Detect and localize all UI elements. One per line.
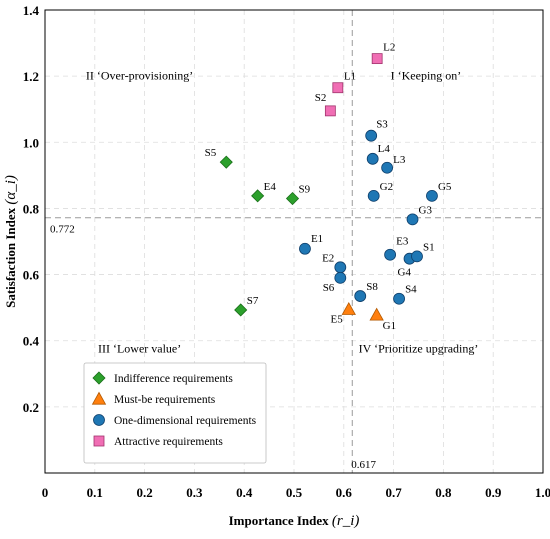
y-axis-title-text: Satisfaction Index bbox=[3, 205, 18, 308]
x-tick-label: 0.6 bbox=[336, 485, 353, 500]
y-axis-title: Satisfaction Index (α_i) bbox=[3, 175, 19, 308]
x-tick-label: 0.8 bbox=[435, 485, 452, 500]
y-tick-label: 1.4 bbox=[23, 3, 40, 18]
point-label-g3: G3 bbox=[419, 204, 433, 216]
tick-labels: 0 0.1 0.2 0.3 0.4 0.5 0.6 0.7 0.8 0.9 1.0 0.2 0.4 0.6… bbox=[23, 3, 550, 500]
point-label-e4: E4 bbox=[264, 181, 277, 193]
point-label-g2: G2 bbox=[380, 181, 393, 193]
legend-label: Must-be requirements bbox=[114, 394, 216, 406]
point-label-s3: S3 bbox=[376, 119, 388, 131]
quadrant-label: I ‘Keeping on’ bbox=[391, 68, 462, 82]
data-points bbox=[219, 53, 438, 321]
y-tick-label: 1.2 bbox=[23, 69, 39, 84]
point-label-l2: L2 bbox=[383, 42, 395, 54]
point-label-s2: S2 bbox=[315, 92, 327, 104]
x-tick-label: 0.4 bbox=[236, 485, 253, 500]
x-axis-title-text: Importance Index bbox=[229, 513, 332, 528]
point-label-s4: S4 bbox=[405, 284, 417, 296]
legend-marker-diamond bbox=[92, 371, 106, 385]
data-point-e3 bbox=[384, 248, 397, 261]
data-point-l1 bbox=[332, 82, 344, 94]
point-label-l3: L3 bbox=[393, 154, 406, 166]
x-tick-label: 0 bbox=[42, 485, 49, 500]
data-point-l4 bbox=[366, 152, 379, 165]
x-reference-label: 0.617 bbox=[351, 459, 376, 471]
legend-label: Attractive requirements bbox=[114, 436, 223, 448]
data-point-s7 bbox=[234, 303, 248, 317]
point-label-s8: S8 bbox=[366, 281, 378, 293]
quadrant-label: II ‘Over-provisioning’ bbox=[86, 68, 193, 82]
point-label-s7: S7 bbox=[247, 295, 259, 307]
data-point-s8 bbox=[354, 290, 367, 302]
x-tick-label: 0.5 bbox=[286, 485, 303, 500]
legend-marker-circle bbox=[93, 414, 105, 426]
point-label-s1: S1 bbox=[423, 241, 435, 253]
data-point-s6 bbox=[334, 271, 347, 284]
x-axis-symbol: (r_i) bbox=[332, 513, 360, 529]
y-reference-label: 0.772 bbox=[50, 224, 75, 236]
legend-marker-triangle bbox=[91, 391, 107, 405]
x-tick-label: 0.9 bbox=[485, 485, 502, 500]
y-tick-label: 1.0 bbox=[23, 135, 39, 150]
legend-label: Indifference requirements bbox=[114, 373, 233, 385]
data-point-e5 bbox=[341, 301, 356, 315]
legend-label: One-dimensional requirements bbox=[114, 415, 257, 427]
data-point-s2 bbox=[324, 105, 336, 117]
data-point-s3 bbox=[365, 129, 378, 142]
point-label-g1: G1 bbox=[383, 320, 396, 332]
quadrant-label: III ‘Lower value’ bbox=[98, 341, 181, 355]
data-point-e1 bbox=[299, 242, 311, 255]
data-point-s1 bbox=[411, 250, 423, 263]
point-label-e5: E5 bbox=[331, 313, 344, 325]
quadrant-label: IV ‘Prioritize upgrading’ bbox=[359, 341, 479, 355]
data-point-s5 bbox=[219, 155, 233, 169]
data-point-g5 bbox=[426, 189, 438, 202]
data-point-s9 bbox=[285, 191, 300, 206]
point-label-e3: E3 bbox=[396, 236, 409, 248]
point-label-g5: G5 bbox=[438, 181, 452, 193]
reference-lines: 0.617 0.772 bbox=[45, 10, 543, 473]
y-tick-label: 0.6 bbox=[23, 268, 40, 283]
data-point-l3 bbox=[381, 161, 394, 174]
data-point-g2 bbox=[367, 189, 380, 202]
point-label-g4: G4 bbox=[398, 267, 412, 279]
x-tick-label: 0.1 bbox=[87, 485, 103, 500]
data-point-e2 bbox=[334, 261, 347, 274]
x-tick-label: 1.0 bbox=[535, 485, 550, 500]
data-point-g3 bbox=[406, 213, 419, 226]
y-tick-label: 0.4 bbox=[23, 334, 40, 349]
axis-titles: Importance Index (r_i) Satisfaction Index… bbox=[3, 175, 359, 529]
point-label-s9: S9 bbox=[299, 184, 311, 196]
legend-box bbox=[83, 362, 267, 464]
point-label-s5: S5 bbox=[205, 147, 217, 159]
point-label-l4: L4 bbox=[378, 143, 391, 155]
point-label-s6: S6 bbox=[323, 282, 335, 294]
point-label-l1: L1 bbox=[344, 71, 356, 83]
legend: Indifference requirements Must-be require… bbox=[83, 362, 267, 464]
y-tick-label: 0.2 bbox=[23, 400, 39, 415]
data-point-e4 bbox=[251, 189, 265, 203]
x-tick-label: 0.3 bbox=[186, 485, 203, 500]
legend-marker-square bbox=[93, 435, 105, 447]
x-tick-label: 0.7 bbox=[385, 485, 402, 500]
point-label-e1: E1 bbox=[311, 233, 323, 245]
y-tick-label: 0.8 bbox=[23, 201, 40, 216]
data-point-l2 bbox=[371, 53, 383, 65]
x-axis-title: Importance Index (r_i) bbox=[229, 513, 360, 529]
x-tick-label: 0.2 bbox=[136, 485, 152, 500]
data-point-g1 bbox=[369, 307, 384, 321]
plot-frame bbox=[44, 9, 544, 474]
quadrant-labels: II ‘Over-provisioning’ I ‘Keeping on’ III … bbox=[86, 68, 478, 355]
y-axis-symbol: (α_i) bbox=[3, 175, 19, 205]
data-point-s4 bbox=[393, 292, 405, 305]
point-label-e2: E2 bbox=[322, 252, 334, 264]
